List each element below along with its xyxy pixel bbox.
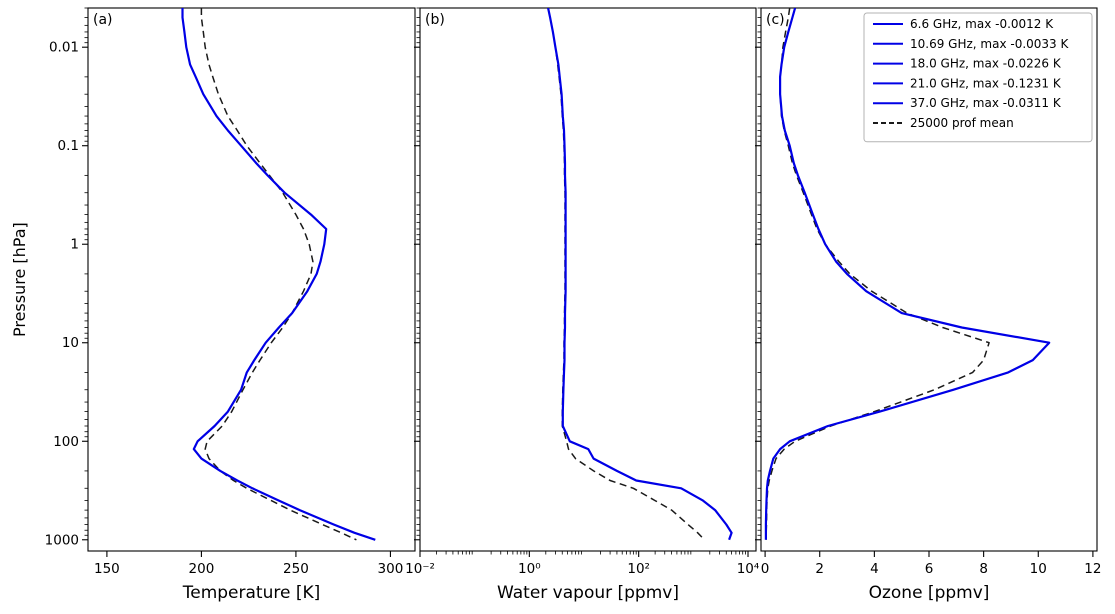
legend-label: 18.0 GHz, max -0.0226 K [910, 57, 1062, 71]
y-ticks: 0.01 0.1 1 10 100 1000 [45, 7, 88, 548]
x-tick-label: 150 [94, 561, 120, 577]
panel-b: 10⁻² 10⁰ 10² 10⁴ Water vapour [ppmv] (b) [405, 7, 759, 603]
y-tick-label: 1000 [45, 532, 79, 548]
y-tick-label: 0.1 [58, 138, 79, 154]
series-mean [200, 8, 357, 541]
y-tick-label: 1 [70, 237, 79, 253]
axes-frame [419, 7, 757, 552]
x-ticks: 10⁻² 10⁰ 10² 10⁴ [405, 551, 759, 577]
x-tick-label: 2 [815, 561, 824, 577]
x-tick-label: 10⁻² [405, 561, 435, 577]
y-ticks [414, 7, 420, 541]
x-tick-label: 6 [925, 561, 934, 577]
y-tick-label: 100 [53, 434, 79, 450]
y-ticks [755, 7, 761, 541]
y-tick-label: 10 [62, 335, 79, 351]
panel-a: 0.01 0.1 1 10 100 1000 150 200 250 300 Temperature… [45, 7, 416, 603]
x-tick-label: 4 [870, 561, 879, 577]
series-channels [547, 8, 733, 541]
legend-box [863, 12, 1093, 143]
x-tick-label: 10² [627, 561, 650, 577]
legend: 6.6 GHz, max -0.0012 K 10.69 GHz, max -0.… [863, 12, 1093, 143]
x-tick-label: 10⁴ [737, 561, 760, 577]
x-tick-label: 300 [378, 561, 404, 577]
x-axis-label: Water vapour [ppmv] [497, 583, 679, 603]
panel-letter: (c) [766, 12, 785, 28]
x-axis-label: Ozone [ppmv] [869, 583, 990, 603]
x-tick-label: 10⁰ [518, 561, 541, 577]
series-channels [764, 8, 1051, 540]
x-tick-label: 10 [1030, 561, 1047, 577]
series-channels [181, 8, 376, 541]
panel-letter: (b) [425, 12, 445, 28]
x-tick-label: 8 [979, 561, 988, 577]
panel-letter: (a) [93, 12, 113, 28]
x-axis-label: Temperature [K] [182, 583, 321, 603]
x-tick-label: 250 [283, 561, 309, 577]
x-ticks: 150 200 250 300 [94, 551, 403, 577]
x-tick-label: 12 [1084, 561, 1101, 577]
legend-label: 21.0 GHz, max -0.1231 K [910, 76, 1062, 90]
legend-label: 6.6 GHz, max -0.0012 K [910, 17, 1054, 31]
x-tick-label: 0 [761, 561, 770, 577]
panel-c: 0 2 4 6 8 10 12 Ozone [ppmv] (c) [755, 7, 1101, 603]
series-mean [547, 8, 706, 541]
legend-label: 25000 prof mean [910, 116, 1014, 130]
axes-frame [87, 7, 416, 552]
legend-label: 10.69 GHz, max -0.0033 K [910, 37, 1070, 51]
y-tick-label: 0.01 [49, 40, 79, 56]
x-tick-label: 200 [189, 561, 215, 577]
legend-label: 37.0 GHz, max -0.0311 K [910, 96, 1062, 110]
x-ticks: 0 2 4 6 8 10 12 [761, 551, 1101, 577]
